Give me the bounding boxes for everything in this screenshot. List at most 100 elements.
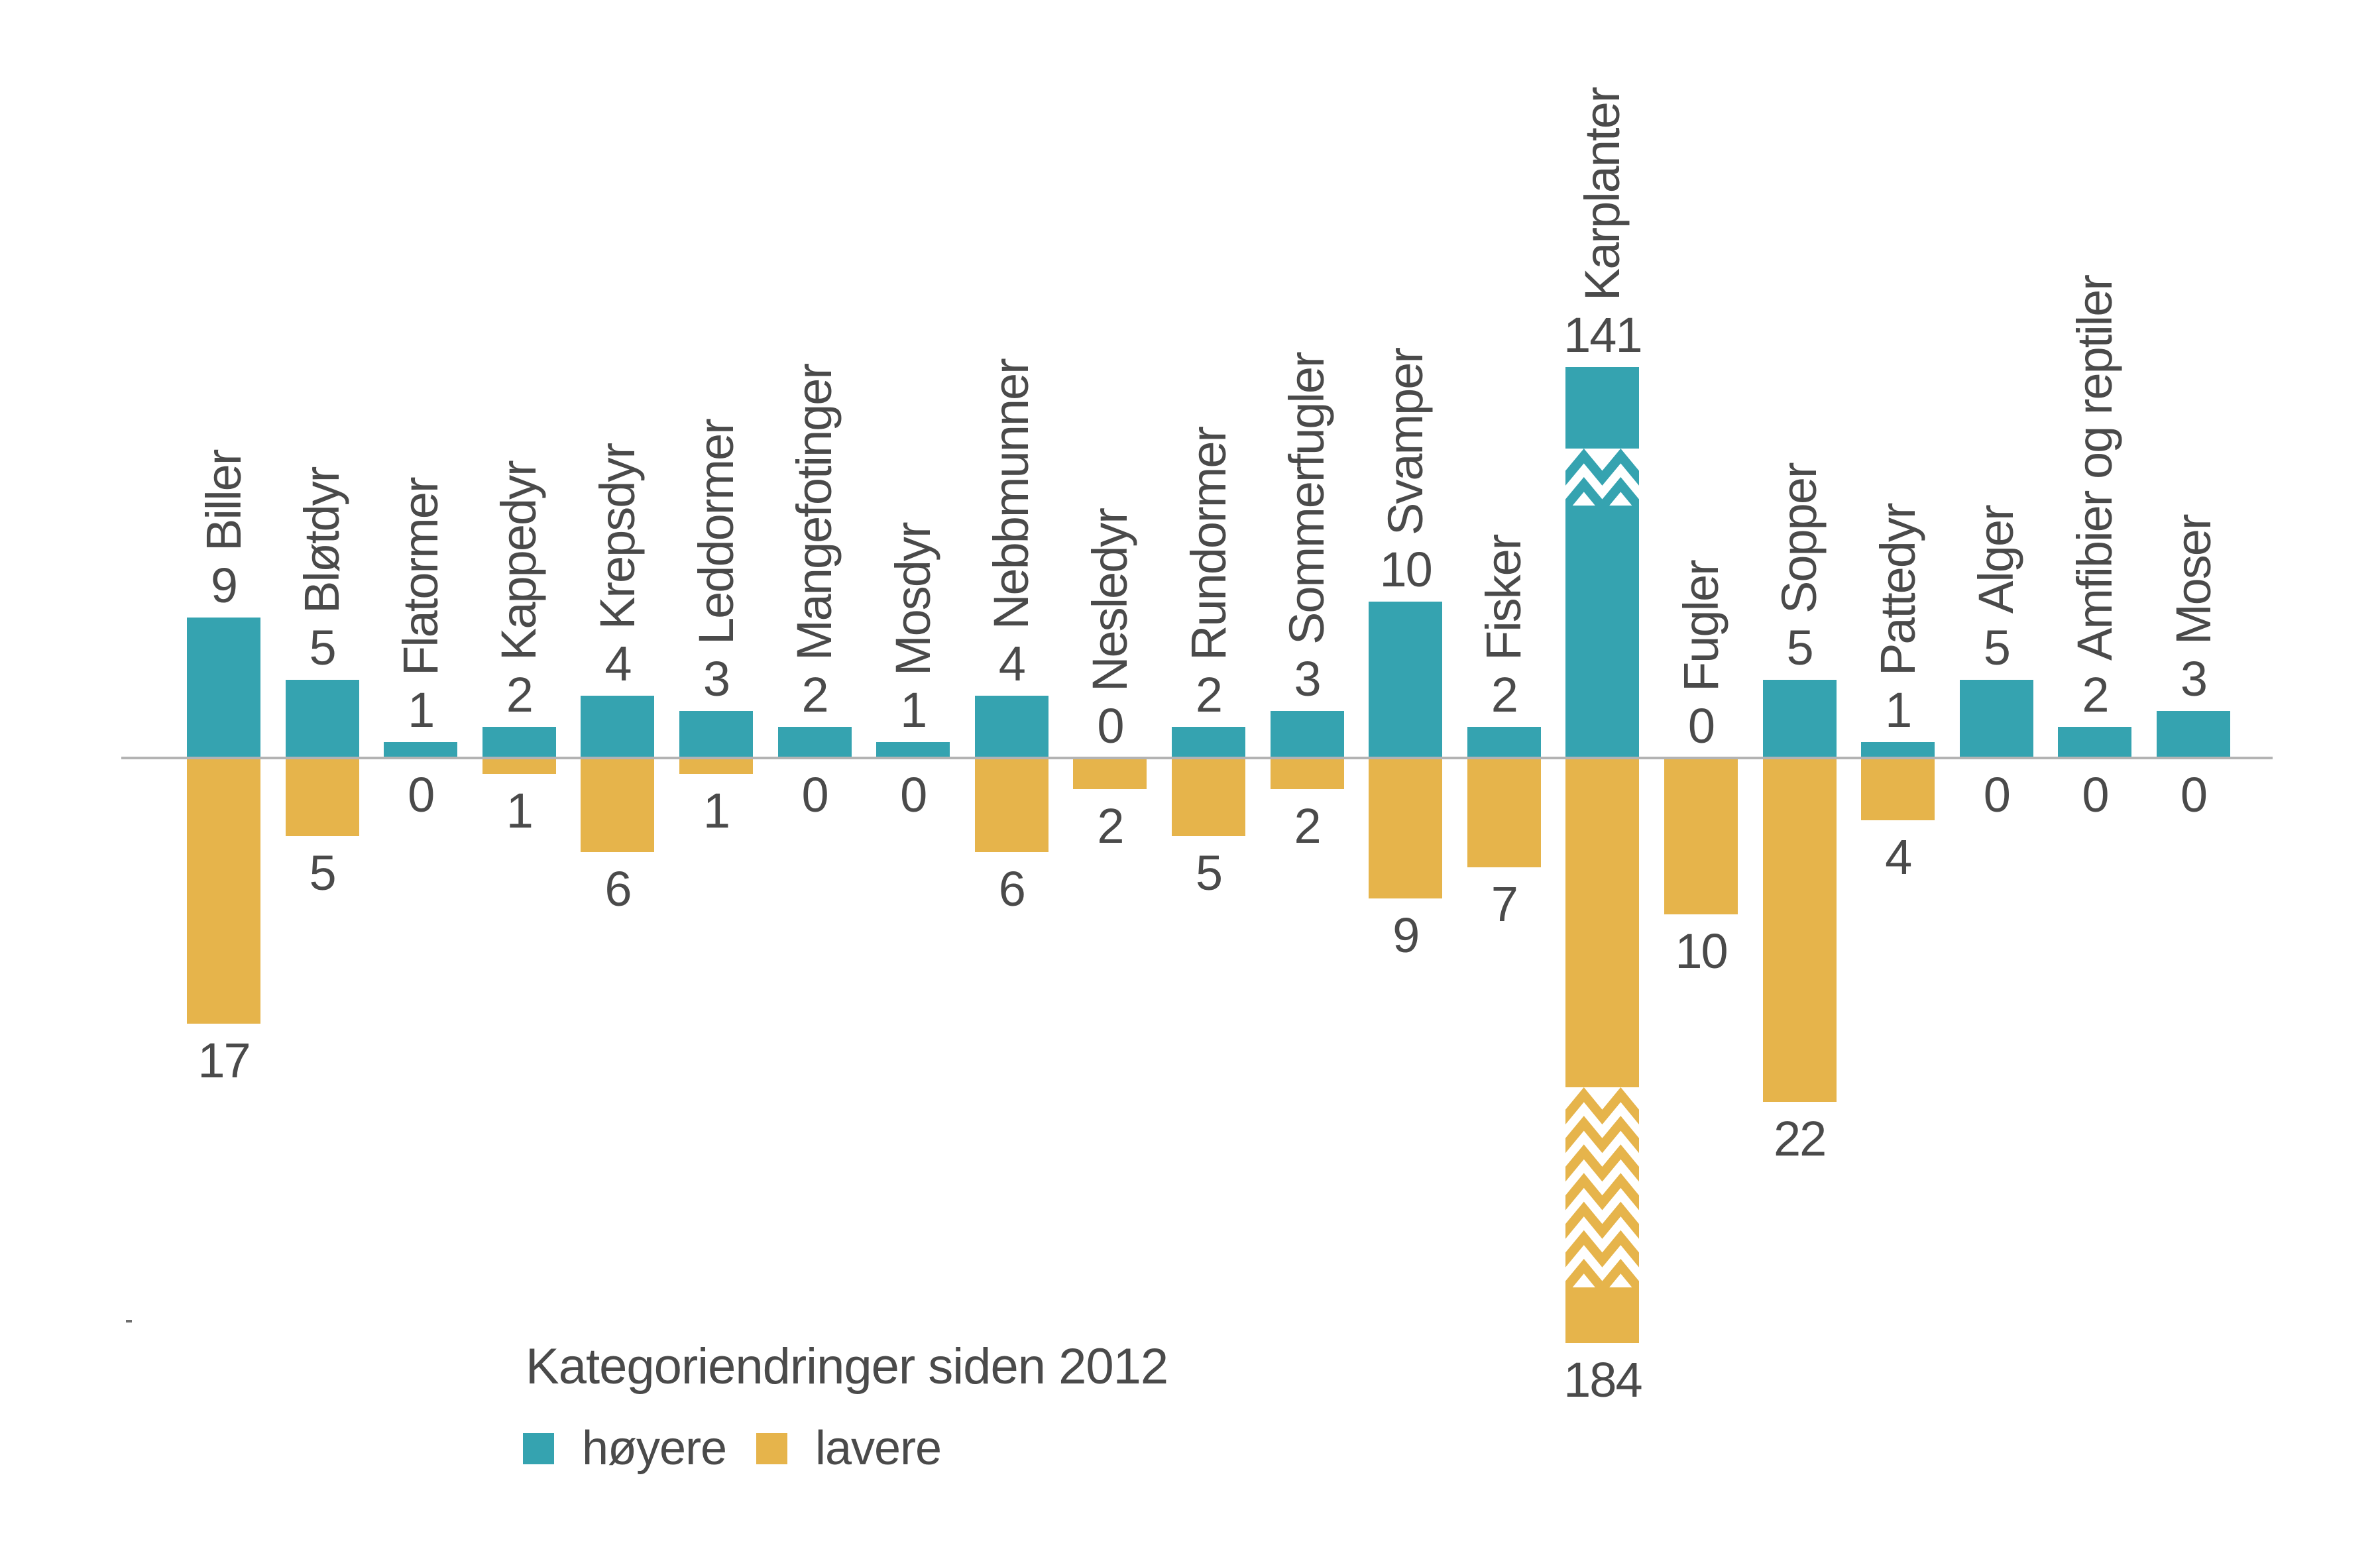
value-label-lavere: 0	[801, 767, 829, 822]
bar-lavere-11	[1270, 758, 1344, 790]
value-label-lavere: 0	[900, 767, 927, 822]
legend-swatch-lavere-icon	[756, 1432, 787, 1464]
category-label: Moser	[2165, 515, 2221, 645]
category-label: Bløtdyr	[294, 467, 350, 614]
bar-lavere-12	[1369, 758, 1443, 899]
value-label-hoyere: 2	[1195, 667, 1223, 722]
value-label-lavere: 22	[1773, 1111, 1827, 1167]
bar-lavere-15	[1664, 758, 1738, 914]
bar-hoyere-19	[2058, 726, 2132, 758]
bar-hoyere-3	[482, 726, 556, 758]
value-label-hoyere: 2	[801, 667, 829, 722]
category-label: Karplanter	[1574, 87, 1630, 301]
bar-hoyere-0	[187, 617, 260, 758]
value-label-lavere: 9	[1392, 908, 1420, 963]
bar-hoyere-13	[1467, 726, 1541, 758]
value-label-hoyere: 0	[1097, 698, 1124, 753]
value-label-hoyere: 0	[1687, 698, 1715, 753]
bar-hoyere-5	[679, 711, 753, 758]
bar-hoyere-6	[777, 726, 852, 758]
zigzag-break-ribbon	[1565, 1144, 1640, 1182]
bar-hoyere-17	[1861, 742, 1935, 758]
value-label-hoyere: 4	[604, 635, 632, 691]
category-label: Sommerfugler	[1279, 352, 1335, 645]
value-label-lavere: 17	[198, 1033, 251, 1089]
zigzag-break-ribbon	[1565, 477, 1640, 506]
bar-hoyere-10	[1172, 726, 1245, 758]
legend-swatch-hoyere-icon	[523, 1432, 554, 1464]
bar-hoyere-14	[1565, 506, 1640, 758]
value-label-lavere: 0	[408, 767, 435, 822]
zigzag-break-ribbon	[1565, 449, 1640, 486]
category-label: Amfibier og reptiler	[2067, 275, 2122, 661]
bar-lavere-10	[1172, 758, 1245, 836]
bar-lavere-8	[974, 758, 1048, 852]
value-label-lavere: 1	[703, 782, 730, 838]
value-label-hoyere: 2	[2082, 667, 2109, 722]
legend-item-hoyere: høyere	[523, 1422, 727, 1475]
bar-lavere-14	[1565, 1287, 1640, 1343]
category-label: Biller	[196, 450, 251, 551]
zigzag-break-ribbon	[1565, 1230, 1640, 1268]
value-label-hoyere: 3	[2180, 651, 2208, 707]
value-label-hoyere: 2	[1491, 667, 1518, 722]
value-label-lavere: 0	[2082, 767, 2109, 822]
category-label: Alger	[1968, 506, 2024, 614]
x-axis-line	[121, 757, 2273, 759]
category-label: Rundormer	[1180, 427, 1236, 661]
value-label-lavere: 1	[506, 782, 534, 838]
value-label-lavere: 10	[1675, 924, 1728, 979]
category-label: Flatormer	[392, 478, 448, 676]
stray-tick-mark	[126, 1320, 132, 1322]
zigzag-break-ribbon	[1565, 1087, 1640, 1125]
value-label-lavere: 2	[1294, 798, 1322, 854]
bar-lavere-5	[679, 758, 753, 774]
value-label-lavere: 6	[604, 861, 632, 916]
category-label: Nesledyr	[1082, 509, 1137, 692]
value-label-lavere: 4	[1885, 830, 1912, 885]
category-label: Krepsdyr	[589, 443, 645, 629]
bar-hoyere-8	[974, 695, 1048, 758]
value-label-lavere: 5	[309, 845, 337, 900]
axis-break-hoyere	[1565, 449, 1640, 506]
bar-lavere-4	[581, 758, 655, 852]
bar-lavere-13	[1467, 758, 1541, 868]
bar-hoyere-14	[1565, 367, 1640, 449]
value-label-hoyere: 9	[210, 557, 238, 613]
value-label-hoyere: 10	[1379, 542, 1433, 597]
bar-hoyere-2	[384, 742, 458, 758]
value-label-lavere: 184	[1563, 1352, 1642, 1407]
bar-lavere-14	[1565, 758, 1640, 1087]
value-label-lavere: 0	[2180, 767, 2208, 822]
category-label: Sopper	[1772, 463, 1827, 614]
bar-lavere-3	[482, 758, 556, 774]
category-label: Mangefotinger	[787, 364, 842, 661]
category-label: Svamper	[1377, 348, 1433, 535]
value-label-lavere: 7	[1491, 877, 1518, 932]
bar-hoyere-20	[2157, 711, 2230, 758]
value-label-hoyere: 4	[998, 635, 1026, 691]
bar-hoyere-18	[1959, 680, 2033, 758]
legend-label-hoyere: høyere	[582, 1422, 727, 1475]
zigzag-break-ribbon	[1565, 1258, 1640, 1287]
bar-lavere-9	[1073, 758, 1147, 790]
value-label-hoyere: 3	[703, 651, 730, 707]
value-label-lavere: 2	[1097, 798, 1124, 854]
value-label-hoyere: 5	[309, 620, 337, 675]
zigzag-break-ribbon	[1565, 1201, 1640, 1239]
bar-hoyere-7	[876, 742, 950, 758]
bar-lavere-0	[187, 758, 260, 1024]
value-label-hoyere: 1	[900, 682, 927, 738]
bar-hoyere-11	[1270, 711, 1344, 758]
value-label-hoyere: 3	[1294, 651, 1322, 707]
category-label: Leddormer	[688, 419, 744, 645]
legend-label-lavere: lavere	[815, 1422, 942, 1475]
bar-lavere-1	[285, 758, 359, 836]
bar-lavere-17	[1861, 758, 1935, 821]
value-label-lavere: 5	[1195, 845, 1223, 900]
bar-hoyere-1	[285, 680, 359, 758]
bar-hoyere-4	[581, 695, 655, 758]
value-label-hoyere: 141	[1563, 307, 1642, 362]
value-label-hoyere: 1	[408, 682, 435, 738]
